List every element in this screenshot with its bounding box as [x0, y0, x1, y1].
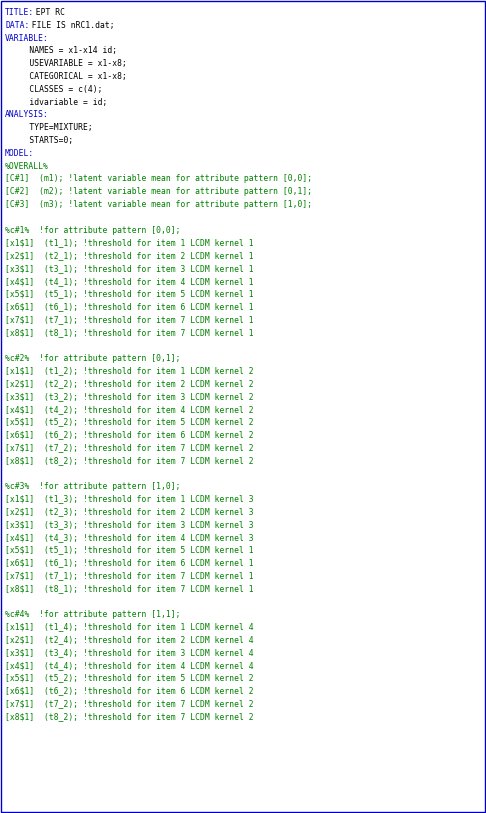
Text: [x6$1]  (t6_1); !threshold for item 6 LCDM kernel 1: [x6$1] (t6_1); !threshold for item 6 LCD…: [5, 559, 254, 567]
Text: [x3$1]  (t3_2); !threshold for item 3 LCDM kernel 2: [x3$1] (t3_2); !threshold for item 3 LCD…: [5, 392, 254, 401]
Text: [x2$1]  (t2_2); !threshold for item 2 LCDM kernel 2: [x2$1] (t2_2); !threshold for item 2 LCD…: [5, 379, 254, 388]
Text: EPT RC: EPT RC: [26, 8, 65, 17]
Text: %c#2%  !for attribute pattern [0,1];: %c#2% !for attribute pattern [0,1];: [5, 354, 180, 363]
Text: [x5$1]  (t5_2); !threshold for item 5 LCDM kernel 2: [x5$1] (t5_2); !threshold for item 5 LCD…: [5, 674, 254, 683]
Text: [x5$1]  (t5_1); !threshold for item 5 LCDM kernel 1: [x5$1] (t5_1); !threshold for item 5 LCD…: [5, 546, 254, 554]
Text: [x1$1]  (t1_1); !threshold for item 1 LCDM kernel 1: [x1$1] (t1_1); !threshold for item 1 LCD…: [5, 238, 254, 247]
Text: [x3$1]  (t3_4); !threshold for item 3 LCDM kernel 4: [x3$1] (t3_4); !threshold for item 3 LCD…: [5, 648, 254, 657]
Text: [x2$1]  (t2_4); !threshold for item 2 LCDM kernel 4: [x2$1] (t2_4); !threshold for item 2 LCD…: [5, 635, 254, 644]
Text: DATA:: DATA:: [5, 21, 29, 30]
Text: [x5$1]  (t5_2); !threshold for item 5 LCDM kernel 2: [x5$1] (t5_2); !threshold for item 5 LCD…: [5, 418, 254, 427]
Text: idvariable = id;: idvariable = id;: [5, 98, 107, 107]
Text: [x3$1]  (t3_3); !threshold for item 3 LCDM kernel 3: [x3$1] (t3_3); !threshold for item 3 LCD…: [5, 520, 254, 529]
Text: %c#4%  !for attribute pattern [1,1];: %c#4% !for attribute pattern [1,1];: [5, 610, 180, 619]
Text: [C#1]  (m1); !latent variable mean for attribute pattern [0,0];: [C#1] (m1); !latent variable mean for at…: [5, 175, 312, 184]
Text: FILE IS nRC1.dat;: FILE IS nRC1.dat;: [22, 21, 115, 30]
Text: VARIABLE:: VARIABLE:: [5, 33, 49, 42]
Text: CATEGORICAL = x1-x8;: CATEGORICAL = x1-x8;: [5, 72, 127, 81]
Text: [x6$1]  (t6_2); !threshold for item 6 LCDM kernel 2: [x6$1] (t6_2); !threshold for item 6 LCD…: [5, 430, 254, 439]
Text: [x2$1]  (t2_3); !threshold for item 2 LCDM kernel 3: [x2$1] (t2_3); !threshold for item 2 LCD…: [5, 507, 254, 516]
Text: ANALYSIS:: ANALYSIS:: [5, 111, 49, 120]
Text: [x5$1]  (t5_1); !threshold for item 5 LCDM kernel 1: [x5$1] (t5_1); !threshold for item 5 LCD…: [5, 289, 254, 298]
Text: [x7$1]  (t7_1); !threshold for item 7 LCDM kernel 1: [x7$1] (t7_1); !threshold for item 7 LCD…: [5, 315, 254, 324]
Text: [x1$1]  (t1_2); !threshold for item 1 LCDM kernel 2: [x1$1] (t1_2); !threshold for item 1 LCD…: [5, 367, 254, 376]
Text: [x4$1]  (t4_4); !threshold for item 4 LCDM kernel 4: [x4$1] (t4_4); !threshold for item 4 LCD…: [5, 661, 254, 670]
Text: %c#3%  !for attribute pattern [1,0];: %c#3% !for attribute pattern [1,0];: [5, 481, 180, 490]
Text: [x6$1]  (t6_1); !threshold for item 6 LCDM kernel 1: [x6$1] (t6_1); !threshold for item 6 LCD…: [5, 302, 254, 311]
Text: [x8$1]  (t8_2); !threshold for item 7 LCDM kernel 2: [x8$1] (t8_2); !threshold for item 7 LCD…: [5, 456, 254, 465]
Text: [x8$1]  (t8_2); !threshold for item 7 LCDM kernel 2: [x8$1] (t8_2); !threshold for item 7 LCD…: [5, 712, 254, 721]
Text: [x8$1]  (t8_1); !threshold for item 7 LCDM kernel 1: [x8$1] (t8_1); !threshold for item 7 LCD…: [5, 584, 254, 593]
Text: TITLE:: TITLE:: [5, 8, 34, 17]
Text: [x7$1]  (t7_1); !threshold for item 7 LCDM kernel 1: [x7$1] (t7_1); !threshold for item 7 LCD…: [5, 572, 254, 580]
Text: %OVERALL%: %OVERALL%: [5, 162, 49, 171]
Text: [x4$1]  (t4_3); !threshold for item 4 LCDM kernel 3: [x4$1] (t4_3); !threshold for item 4 LCD…: [5, 533, 254, 541]
Text: CLASSES = c(4);: CLASSES = c(4);: [5, 85, 103, 93]
Text: MODEL:: MODEL:: [5, 149, 34, 158]
Text: [x3$1]  (t3_1); !threshold for item 3 LCDM kernel 1: [x3$1] (t3_1); !threshold for item 3 LCD…: [5, 264, 254, 273]
Text: [x4$1]  (t4_1); !threshold for item 4 LCDM kernel 1: [x4$1] (t4_1); !threshold for item 4 LCD…: [5, 276, 254, 286]
Text: [x1$1]  (t1_4); !threshold for item 1 LCDM kernel 4: [x1$1] (t1_4); !threshold for item 1 LCD…: [5, 623, 254, 632]
Text: [x8$1]  (t8_1); !threshold for item 7 LCDM kernel 1: [x8$1] (t8_1); !threshold for item 7 LCD…: [5, 328, 254, 337]
Text: [x6$1]  (t6_2); !threshold for item 6 LCDM kernel 2: [x6$1] (t6_2); !threshold for item 6 LCD…: [5, 686, 254, 695]
Text: [x4$1]  (t4_2); !threshold for item 4 LCDM kernel 2: [x4$1] (t4_2); !threshold for item 4 LCD…: [5, 405, 254, 414]
Text: [x7$1]  (t7_2); !threshold for item 7 LCDM kernel 2: [x7$1] (t7_2); !threshold for item 7 LCD…: [5, 443, 254, 452]
Text: STARTS=0;: STARTS=0;: [5, 136, 73, 145]
Text: [x2$1]  (t2_1); !threshold for item 2 LCDM kernel 1: [x2$1] (t2_1); !threshold for item 2 LCD…: [5, 251, 254, 260]
Text: USEVARIABLE = x1-x8;: USEVARIABLE = x1-x8;: [5, 59, 127, 68]
Text: TYPE=MIXTURE;: TYPE=MIXTURE;: [5, 124, 93, 133]
Text: [x7$1]  (t7_2); !threshold for item 7 LCDM kernel 2: [x7$1] (t7_2); !threshold for item 7 LCD…: [5, 699, 254, 708]
Text: [x1$1]  (t1_3); !threshold for item 1 LCDM kernel 3: [x1$1] (t1_3); !threshold for item 1 LCD…: [5, 494, 254, 503]
Text: [C#3]  (m3); !latent variable mean for attribute pattern [1,0];: [C#3] (m3); !latent variable mean for at…: [5, 200, 312, 209]
Text: [C#2]  (m2); !latent variable mean for attribute pattern [0,1];: [C#2] (m2); !latent variable mean for at…: [5, 187, 312, 196]
Text: %c#1%  !for attribute pattern [0,0];: %c#1% !for attribute pattern [0,0];: [5, 225, 180, 235]
Text: NAMES = x1-x14 id;: NAMES = x1-x14 id;: [5, 46, 117, 55]
